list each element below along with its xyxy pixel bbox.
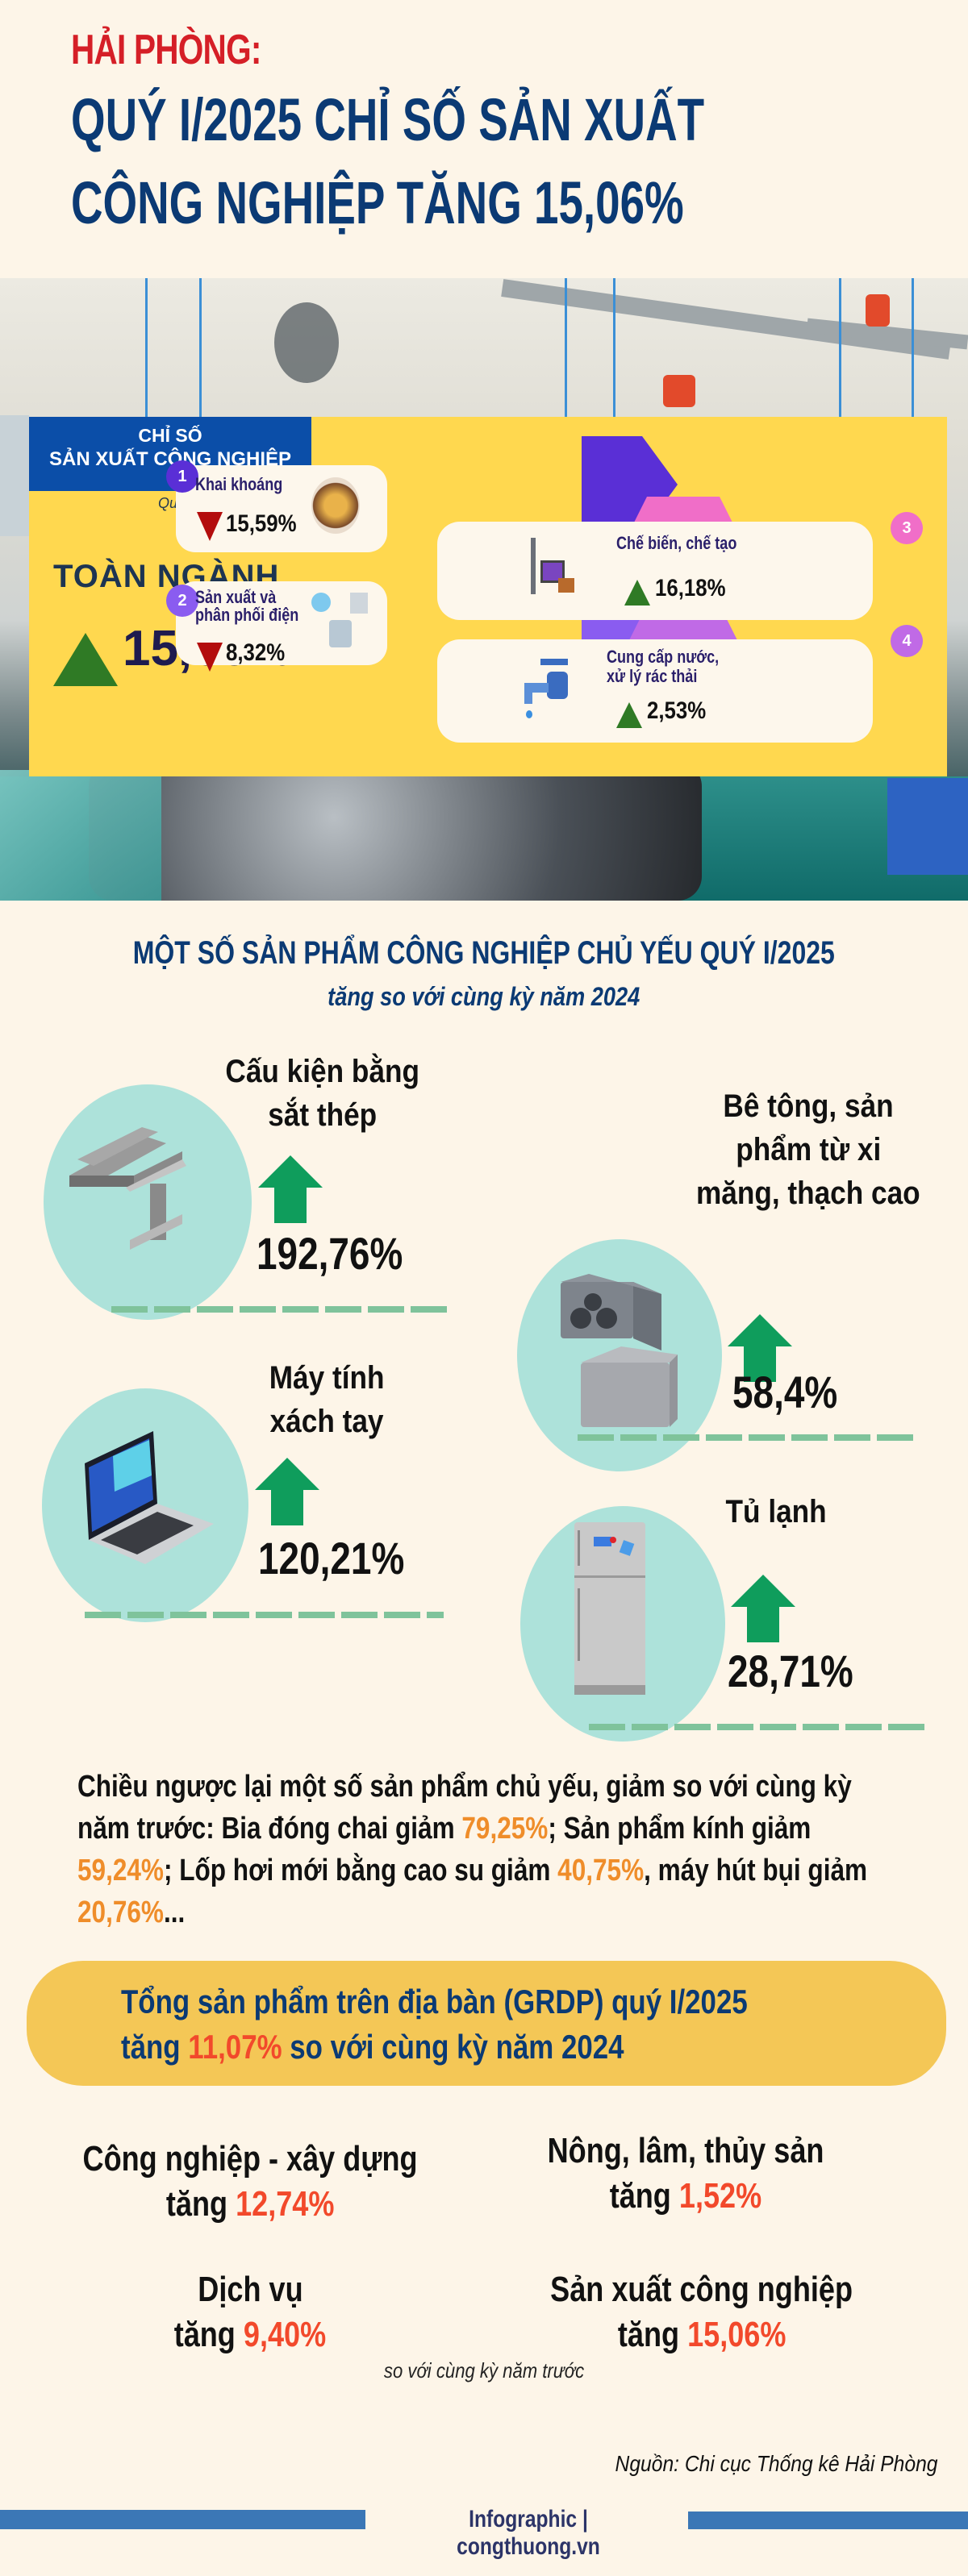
product-circle-1 [44, 1084, 252, 1320]
up-triangle-icon [616, 702, 642, 728]
sector-value: 9,40% [243, 2315, 327, 2354]
segment-badge-3: 3 [891, 512, 923, 544]
products-subtitle: tăng so với cùng kỳ năm 2024 [328, 982, 640, 1011]
sector-industry-construction: Công nghiệp - xây dựng tăng 12,74% [82, 2139, 418, 2224]
segment-value-2: 8,32% [226, 639, 286, 666]
footer-brand[interactable]: Infographic | congthuong.vn [457, 2506, 600, 2560]
segment-badge-4: 4 [891, 625, 923, 657]
segment-value-3: 16,18% [655, 575, 726, 601]
sector-agriculture: Nông, lâm, thủy sản tăng 1,52% [547, 2131, 824, 2216]
iip-heading-line1: CHỈ SỐ [138, 425, 202, 446]
product-value-1: 192,76% [257, 1228, 403, 1279]
header-title-line2: CÔNG NGHIỆP TĂNG 15,06% [71, 169, 684, 236]
dashed-divider [578, 1434, 913, 1441]
crane-factory-icon [528, 538, 576, 602]
photo-monitor [0, 415, 29, 536]
decline-paragraph: Chiều ngược lại một số sản phẩm chủ yếu,… [77, 1770, 868, 1929]
steel-beams-icon [69, 1127, 186, 1250]
photo-conveyor [0, 770, 161, 901]
decline-value-beer: 79,25% [461, 1812, 549, 1846]
grdp-text: Tổng sản phẩm trên địa bàn (GRDP) quý I/… [121, 1983, 748, 2066]
up-triangle-icon [53, 633, 118, 686]
photo-engine [89, 762, 702, 901]
photo-hoist [663, 375, 695, 407]
product-value-4: 28,71% [728, 1646, 853, 1696]
down-triangle-icon [197, 643, 223, 672]
up-arrow-icon [255, 1458, 319, 1525]
header-city: HẢI PHÒNG: [71, 27, 261, 73]
segment-card-4 [437, 639, 873, 743]
product-name-2: Bê tông, sản phẩm từ xi măng, thạch cao [696, 1088, 920, 1211]
iip-card: CHỈ SỐ SẢN XUẤT CÔNG NGHIỆP Quý I năm 20… [29, 417, 947, 776]
photo-hoist [866, 294, 890, 327]
segment-badge-2: 2 [166, 585, 198, 617]
dashed-divider [111, 1306, 447, 1313]
products-title: MỘT SỐ SẢN PHẨM CÔNG NGHIỆP CHỦ YẾU QUÝ … [132, 935, 836, 971]
segment-label-4a: Cung cấp nước, [607, 647, 720, 667]
product-name-1: Cấu kiện bằng sắt thép [225, 1054, 420, 1133]
electric-meter-icon [311, 593, 368, 657]
dashed-divider [589, 1724, 924, 1730]
segment-label-3: Chế biến, chế tạo [616, 533, 737, 553]
sector-value: 15,06% [686, 2315, 786, 2354]
product-name-3: Máy tính xách tay [269, 1360, 385, 1439]
mining-excavator-icon [311, 477, 360, 534]
up-arrow-icon [731, 1575, 795, 1642]
concrete-blocks-icon [561, 1274, 678, 1427]
decline-value-vacuum: 20,76% [77, 1896, 164, 1929]
segment-label-1: Khai khoáng [195, 474, 283, 494]
dashed-divider [85, 1612, 444, 1618]
photo-fan [274, 302, 339, 383]
refrigerator-icon [574, 1522, 645, 1695]
sector-services: Dịch vụ tăng 9,40% [173, 2270, 327, 2354]
grdp-banner [27, 1961, 946, 2086]
sector-value: 12,74% [235, 2184, 335, 2224]
segment-badge-1: 1 [166, 460, 198, 493]
sector-industrial-production: Sản xuất công nghiệp tăng 15,06% [550, 2270, 853, 2354]
segment-label-4b: xử lý rác thải [607, 666, 698, 686]
up-arrow-icon [728, 1314, 792, 1382]
segment-value-1: 15,59% [226, 510, 297, 537]
product-value-2: 58,4% [732, 1367, 838, 1417]
photo-bin [887, 778, 968, 875]
source-credit: Nguồn: Chi cục Thống kê Hải Phòng [615, 2451, 937, 2476]
decline-value-glass: 59,24% [77, 1854, 164, 1887]
laptop-icon [85, 1431, 214, 1564]
product-name-4: Tủ lạnh [725, 1494, 827, 1529]
down-triangle-icon [197, 512, 223, 541]
sector-value: 1,52% [678, 2176, 762, 2216]
segment-value-4: 2,53% [647, 697, 707, 724]
segment-label-2b: phân phối điện [195, 605, 299, 625]
segment-label-2a: Sản xuất và [195, 587, 277, 607]
header-title-line1: QUÝ I/2025 CHỈ SỐ SẢN XUẤT [71, 86, 705, 153]
water-tap-icon [524, 659, 581, 723]
segment-card-3 [437, 522, 873, 620]
footer-bar-right [688, 2511, 968, 2529]
sectors-note: so với cùng kỳ năm trước [383, 2358, 585, 2382]
decline-value-tire: 40,75% [557, 1854, 645, 1887]
product-value-3: 120,21% [258, 1533, 405, 1583]
grdp-value: 11,07% [188, 2028, 282, 2066]
up-arrow-icon [258, 1155, 323, 1223]
footer-bar-left [0, 2510, 365, 2529]
up-triangle-icon [624, 580, 650, 606]
